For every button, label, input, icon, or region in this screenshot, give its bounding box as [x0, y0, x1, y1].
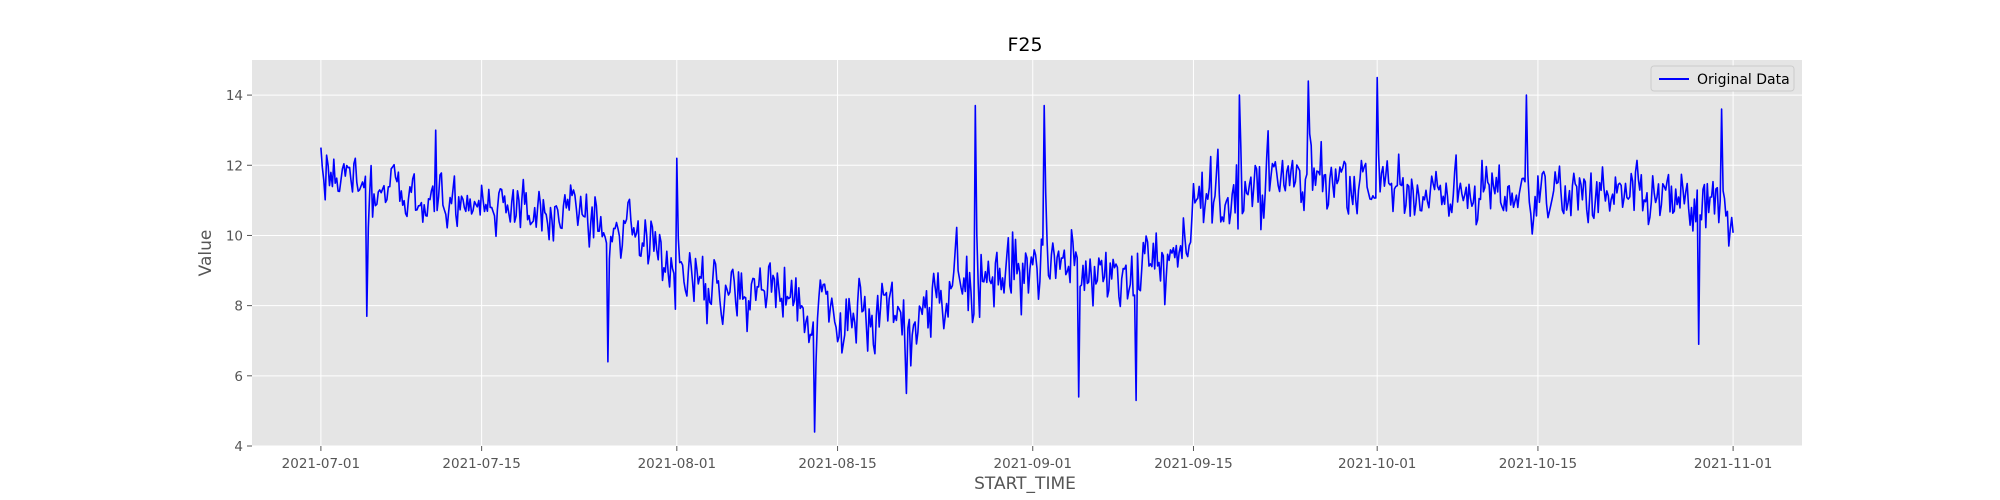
y-tick-label: 6: [234, 369, 243, 385]
x-tick-label: 2021-07-01: [282, 456, 360, 472]
legend: Original Data: [1650, 65, 1795, 92]
y-tick-label: 14: [226, 88, 243, 104]
grid-lines: [252, 60, 1802, 447]
x-tick-label: 2021-10-01: [1338, 456, 1416, 472]
x-tick-label: 2021-08-01: [638, 456, 716, 472]
y-axis-ticks: 4 6 8 10 12 14: [226, 88, 252, 455]
y-tick-label: 12: [226, 158, 243, 174]
x-tick-label: 2021-09-01: [994, 456, 1072, 472]
x-tick-label: 2021-08-15: [798, 456, 876, 472]
series-line-original-data: [320, 76, 1734, 433]
chart-title: F25: [1007, 34, 1042, 56]
x-axis-title: START_TIME: [974, 474, 1076, 494]
y-tick-label: 4: [234, 439, 243, 455]
x-axis-ticks: 2021-07-01 2021-07-15 2021-08-01 2021-08-15…: [282, 446, 1772, 472]
y-axis-title: Value: [196, 230, 216, 277]
x-tick-label: 2021-07-15: [442, 456, 520, 472]
x-tick-label: 2021-10-15: [1499, 456, 1577, 472]
x-tick-label: 2021-09-15: [1154, 456, 1232, 472]
y-tick-label: 10: [226, 228, 243, 244]
legend-box: [1650, 65, 1795, 92]
y-tick-label: 8: [234, 299, 243, 315]
plot-area-background: [252, 60, 1802, 446]
x-tick-label: 2021-11-01: [1694, 456, 1772, 472]
series-layer: [320, 76, 1734, 433]
legend-label: Original Data: [1697, 72, 1790, 88]
